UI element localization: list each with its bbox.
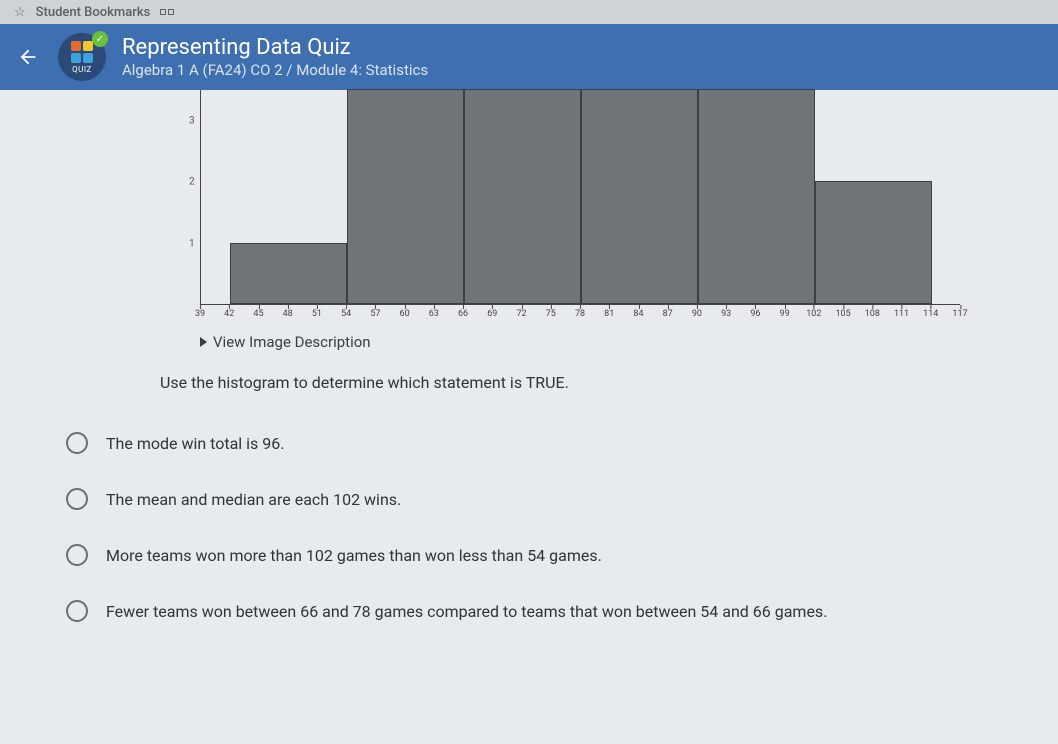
x-tick: 108 — [865, 309, 880, 319]
x-tick: 90 — [692, 309, 702, 319]
x-tick: 93 — [721, 309, 731, 319]
histogram-bar — [347, 89, 464, 304]
x-tick: 75 — [546, 309, 556, 319]
histogram-bar — [698, 89, 815, 304]
radio-button[interactable] — [66, 432, 88, 454]
apps-icon[interactable] — [160, 9, 174, 15]
answer-option[interactable]: The mode win total is 96. — [66, 432, 1028, 454]
x-tick: 96 — [750, 309, 760, 319]
x-tick: 117 — [952, 309, 967, 319]
x-tick: 66 — [458, 309, 468, 319]
answer-options: The mode win total is 96. The mean and me… — [66, 432, 1028, 622]
quiz-badge-icon — [71, 41, 93, 63]
x-tick: 81 — [604, 309, 614, 319]
content-area: 123 394245485154576063666972757881848790… — [0, 90, 1058, 622]
x-tick: 72 — [516, 309, 526, 319]
histogram-bar — [581, 89, 698, 304]
x-tick: 42 — [224, 309, 234, 319]
x-tick: 48 — [283, 309, 293, 319]
radio-button[interactable] — [66, 488, 88, 510]
x-tick: 51 — [312, 309, 322, 319]
browser-top-strip: ☆ Student Bookmarks — [0, 0, 1058, 24]
quiz-badge-label: QUIZ — [72, 65, 92, 74]
check-icon: ✓ — [92, 31, 108, 47]
histogram-bar — [464, 89, 581, 304]
back-button[interactable] — [14, 43, 42, 71]
x-tick: 57 — [370, 309, 380, 319]
view-image-description-label: View Image Description — [213, 333, 371, 351]
quiz-header: QUIZ ✓ Representing Data Quiz Algebra 1 … — [0, 24, 1058, 90]
arrow-left-icon — [17, 46, 39, 68]
radio-button[interactable] — [66, 544, 88, 566]
y-tick: 2 — [189, 177, 195, 188]
x-tick: 111 — [894, 309, 909, 319]
x-tick: 102 — [806, 309, 821, 319]
y-tick: 3 — [189, 115, 195, 126]
x-tick: 39 — [195, 309, 205, 319]
page-title: Representing Data Quiz — [122, 35, 428, 61]
histogram-region: 123 394245485154576063666972757881848790… — [30, 90, 1028, 305]
y-tick: 1 — [189, 238, 195, 249]
x-tick: 87 — [663, 309, 673, 319]
header-titles: Representing Data Quiz Algebra 1 A (FA24… — [122, 35, 428, 79]
x-tick: 63 — [429, 309, 439, 319]
triangle-right-icon — [200, 337, 207, 347]
answer-option-label: The mean and median are each 102 wins. — [106, 490, 401, 509]
bookmark-icon: ☆ — [14, 5, 26, 20]
answer-option-label: The mode win total is 96. — [106, 434, 284, 453]
question-prompt: Use the histogram to determine which sta… — [160, 373, 1028, 392]
x-tick: 99 — [780, 309, 790, 319]
histogram-chart: 123 — [200, 90, 960, 305]
x-tick: 78 — [575, 309, 585, 319]
answer-option[interactable]: The mean and median are each 102 wins. — [66, 488, 1028, 510]
page-subtitle: Algebra 1 A (FA24) CO 2 / Module 4: Stat… — [122, 61, 428, 79]
radio-button[interactable] — [66, 600, 88, 622]
answer-option-label: More teams won more than 102 games than … — [106, 546, 602, 565]
answer-option-label: Fewer teams won between 66 and 78 games … — [106, 602, 827, 621]
answer-option[interactable]: Fewer teams won between 66 and 78 games … — [66, 600, 1028, 622]
x-tick: 54 — [341, 309, 351, 319]
x-tick: 105 — [835, 309, 850, 319]
x-tick: 60 — [400, 309, 410, 319]
histogram-bar — [230, 243, 347, 304]
x-tick: 114 — [923, 309, 938, 319]
x-tick: 84 — [633, 309, 643, 319]
answer-option[interactable]: More teams won more than 102 games than … — [66, 544, 1028, 566]
x-tick: 45 — [253, 309, 263, 319]
quiz-badge: QUIZ ✓ — [58, 33, 106, 81]
bookmarks-label[interactable]: Student Bookmarks — [36, 5, 151, 20]
histogram-bar — [815, 181, 932, 304]
view-image-description-toggle[interactable]: View Image Description — [200, 333, 1028, 351]
x-tick: 69 — [487, 309, 497, 319]
